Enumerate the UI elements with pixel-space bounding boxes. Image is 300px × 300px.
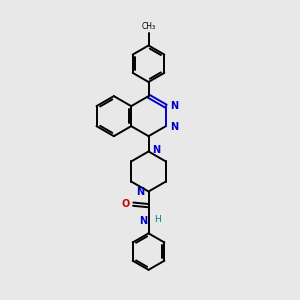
- Text: H: H: [154, 215, 160, 224]
- Text: N: N: [170, 122, 178, 132]
- Text: N: N: [136, 187, 144, 196]
- Text: N: N: [139, 216, 147, 226]
- Text: N: N: [152, 145, 160, 155]
- Text: CH₃: CH₃: [142, 22, 156, 31]
- Text: N: N: [170, 100, 178, 110]
- Text: O: O: [122, 199, 130, 209]
